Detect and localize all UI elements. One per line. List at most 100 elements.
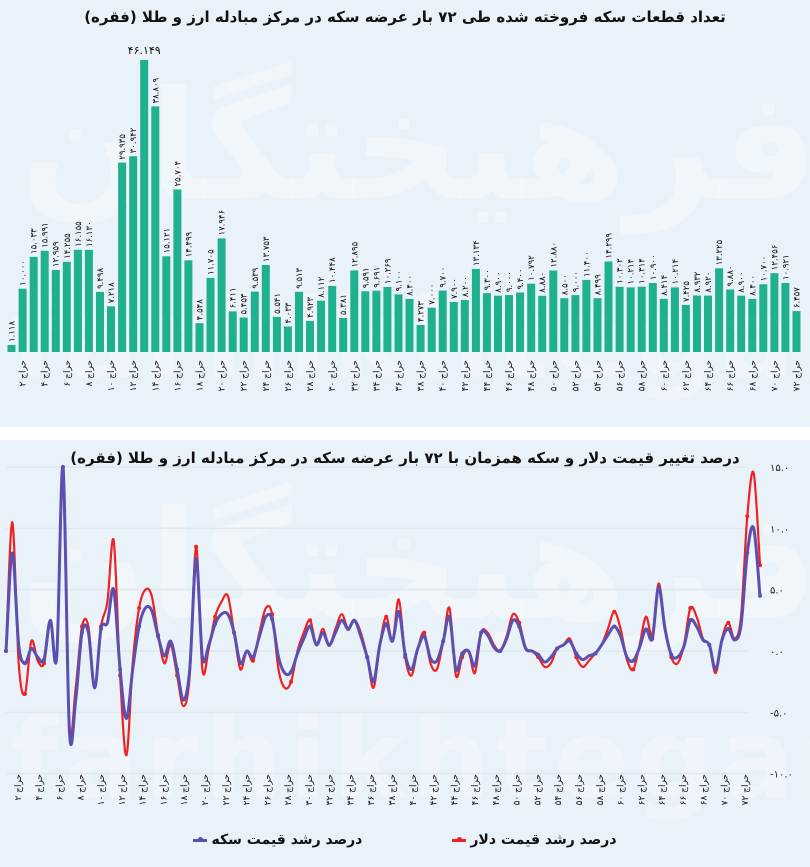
- bar-data-label: ۷.۹۰۰: [450, 278, 460, 299]
- x-tick-label: حراج ۶۴: [704, 360, 714, 391]
- bar: [748, 298, 757, 352]
- bar-data-label: ۸.۴۰۰: [406, 275, 416, 296]
- x-tick-label: حراج ۴۰: [439, 360, 449, 391]
- bar: [306, 320, 314, 352]
- x-tick-label: حراج ۳۰: [305, 774, 315, 805]
- bar-data-label: ۴۶.۱۴۹: [128, 44, 161, 57]
- bar: [195, 323, 204, 352]
- x-tick-label: حراج ۲۲: [240, 360, 250, 391]
- bar-data-label: ۹.۵۹۱: [361, 267, 371, 288]
- x-tick-label: حراج ۳۰: [328, 360, 338, 391]
- coin-point: [156, 634, 161, 639]
- bar: [659, 298, 668, 352]
- bar: [272, 316, 281, 352]
- bar-data-label: ۸.۹۰۰: [494, 272, 504, 293]
- y-tick-label: -۱۰.۰: [770, 770, 793, 781]
- coin-point: [4, 649, 8, 653]
- bar: [383, 287, 392, 352]
- x-tick-label: حراج ۵۶: [616, 360, 626, 391]
- x-tick-label: حراج ۲۰: [218, 360, 228, 391]
- coin-point: [758, 593, 762, 598]
- legend-label-dollar: درصد رشد قیمت دلار: [470, 832, 617, 848]
- bar-data-label: ۱۲.۸۸۰: [549, 242, 559, 268]
- bar-data-label: ۱۰.۲۶۹: [383, 258, 393, 284]
- x-tick-label: حراج ۴۶: [505, 360, 515, 391]
- bar-data-label: ۹.۸۸۰: [726, 266, 736, 287]
- bar: [283, 326, 292, 352]
- bar: [527, 283, 536, 352]
- x-tick-label: حراج ۲۸: [284, 774, 294, 805]
- bar: [140, 60, 149, 352]
- bar-data-label: ۵.۵۴۱: [273, 293, 283, 314]
- x-tick-label: حراج ۱۴: [151, 360, 161, 391]
- bar: [206, 277, 215, 352]
- coin-point: [346, 626, 351, 631]
- dollar-point: [688, 606, 693, 611]
- bar: [40, 250, 49, 352]
- bar: [51, 270, 60, 352]
- x-tick-label: حراج ۱۸: [180, 774, 190, 805]
- x-tick-label: حراج ۳۸: [417, 360, 427, 391]
- coin-point: [213, 622, 218, 626]
- bar-data-label: ۸.۲۰۰: [461, 276, 471, 297]
- bar-data-label: ۱۳.۱۳۴: [472, 240, 482, 266]
- bar: [593, 298, 602, 352]
- price-chart-title: درصد تغییر قیمت دلار و سکه همزمان با ۷۲ …: [70, 449, 740, 467]
- bar-data-label: ۱۰.۰۰۰: [19, 260, 29, 286]
- bar-data-label: ۶.۴۱۱: [229, 287, 239, 308]
- x-tick-label: حراج ۴۸: [527, 360, 537, 391]
- bar-data-label: ۹.۴۰۰: [516, 269, 526, 290]
- bar-data-label: ۱۵.۰۳۳: [30, 228, 40, 254]
- x-tick-label: حراج ۷۰: [770, 360, 780, 391]
- x-tick-label: حراج ۳۸: [388, 774, 398, 805]
- bar-data-label: ۸.۹۲۰: [704, 272, 714, 293]
- bar-data-label: ۱۳.۷۵۳: [262, 236, 272, 262]
- bar-data-label: ۹.۵۳۹: [251, 267, 261, 288]
- bar: [7, 344, 16, 352]
- bar: [250, 291, 259, 352]
- bar-data-label: ۷.۲۱۸: [107, 282, 117, 303]
- x-tick-label: حراج ۴۶: [471, 774, 481, 805]
- bar: [637, 286, 646, 352]
- bar-data-label: ۹.۳۰۰: [483, 269, 493, 290]
- bar-data-label: ۱۴.۴۹۹: [184, 231, 194, 257]
- x-tick-label: حراج ۶۰: [617, 774, 627, 805]
- bar-data-label: ۱۲.۹۵۹: [52, 241, 62, 267]
- coin-point: [327, 642, 332, 647]
- bar-data-label: ۱۵.۹۹۱: [41, 222, 51, 248]
- bar-data-label: ۲۵.۷۰۴: [173, 161, 183, 187]
- coin-point: [745, 550, 750, 555]
- bar: [626, 287, 635, 352]
- bar: [151, 106, 160, 353]
- bar: [328, 285, 337, 352]
- coin-point: [441, 639, 446, 644]
- coin-point: [308, 624, 313, 629]
- coin-point: [688, 618, 693, 623]
- x-tick-label: حراج ۵۴: [554, 774, 564, 805]
- x-tick-label: حراج ۱۲: [118, 774, 128, 805]
- dollar-point: [631, 667, 636, 672]
- bar-data-label: ۱۰.۳۱۴: [638, 258, 648, 284]
- x-tick-label: حراج ۶۴: [658, 774, 668, 805]
- bar: [416, 325, 425, 352]
- x-tick-label: حراج ۱۰: [107, 360, 117, 391]
- line-chart: ۱۵.۰ ۱۰.۰ ۵.۰ ۰.۰ -۵.۰ -۱۰.۰ حراج ۲ حراج ۴ حراج …: [4, 463, 793, 805]
- sales-chart-title: تعداد قطعات سکه فروخته شده طی ۷۲ بار عرض…: [84, 8, 726, 26]
- bar-data-label: ۱۴.۲۹۹: [605, 233, 615, 259]
- dollar-point: [194, 544, 199, 549]
- bar-data-label: ۱۱.۴۰۰: [582, 251, 592, 277]
- x-tick-label: حراج ۱۰: [97, 774, 107, 805]
- bar: [781, 282, 790, 352]
- coin-point: [137, 624, 142, 629]
- bar-data-label: ۱۲.۸۹۵: [350, 241, 360, 267]
- bar: [239, 317, 248, 352]
- bar: [704, 295, 712, 352]
- coin-point: [650, 636, 655, 641]
- coin-point: [403, 652, 408, 657]
- coin-point: [669, 652, 674, 657]
- x-tick-label: حراج ۶۲: [682, 360, 692, 391]
- bar: [372, 290, 381, 352]
- x-tick-label: حراج ۲: [14, 774, 24, 801]
- bar-data-label: ۱۶.۱۳۰: [85, 221, 95, 247]
- bar-data-label: ۱۱.۷۰۵: [207, 249, 217, 275]
